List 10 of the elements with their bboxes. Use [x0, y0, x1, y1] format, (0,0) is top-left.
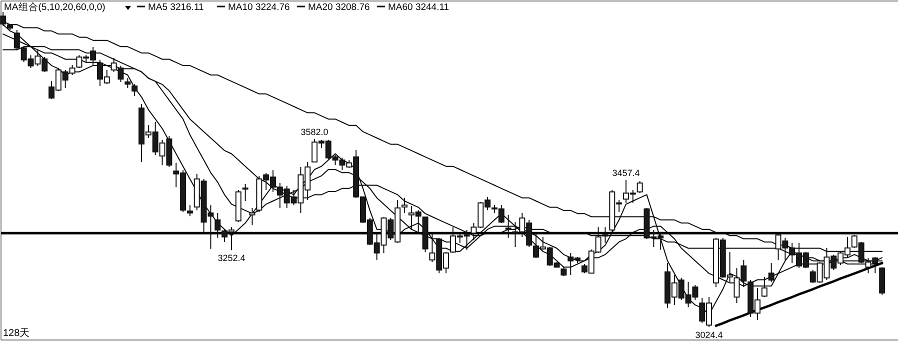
annotation: 3252.4	[218, 253, 246, 264]
annotation: 3457.4	[612, 168, 640, 178]
legend-label: MA5 3216.11	[148, 2, 204, 13]
text: 128天	[3, 328, 30, 339]
legend-label: MA60 3244.11	[388, 2, 450, 13]
chart-title: MA组合(5,10,20,60,0,0)	[4, 1, 106, 13]
legend-label: MA20 3208.76	[308, 2, 370, 13]
annotation: 3024.4	[695, 330, 723, 340]
legend-label: MA10 3224.76	[228, 2, 290, 13]
annotation: 3582.0	[300, 126, 328, 137]
